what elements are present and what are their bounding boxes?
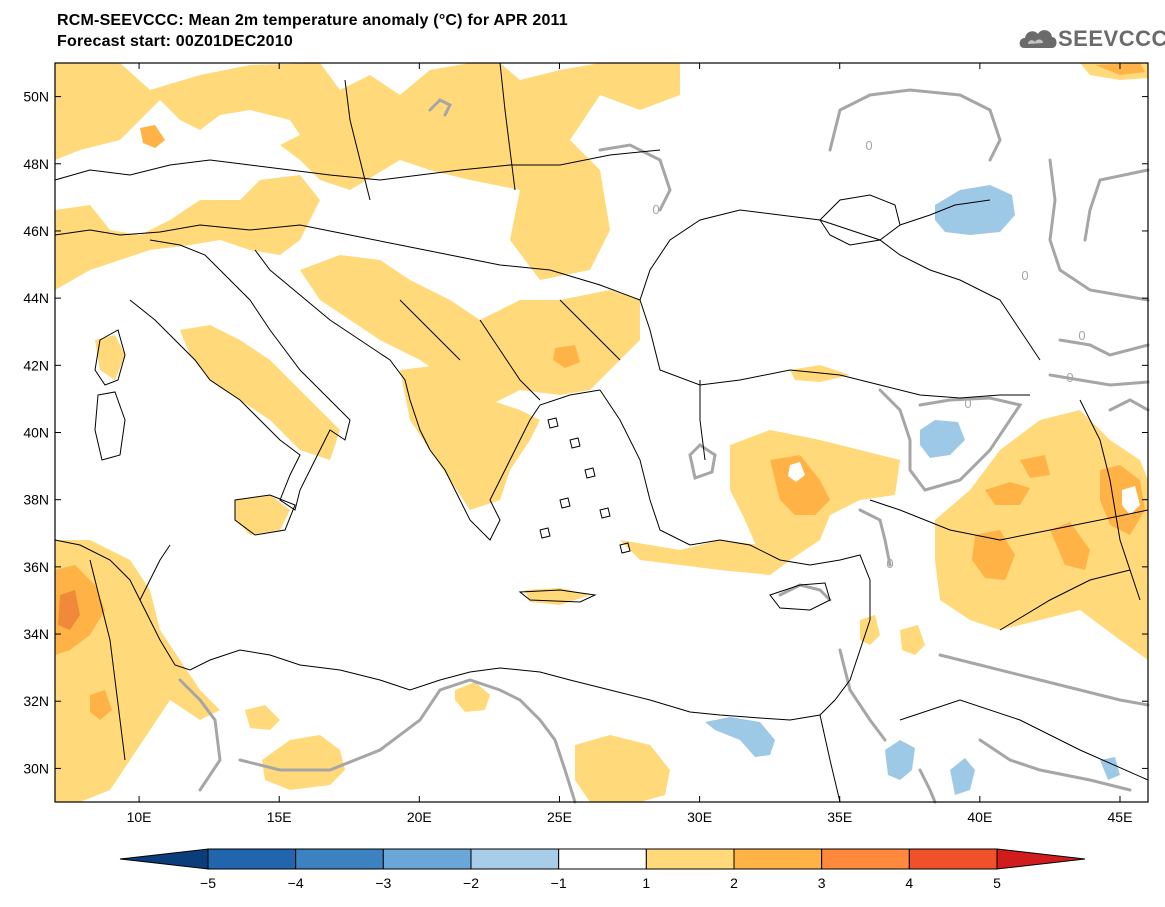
contour-label-0-b: 0 bbox=[1021, 268, 1028, 283]
colorbar-swatch bbox=[382, 848, 472, 870]
colorbar-label: −4 bbox=[287, 875, 304, 891]
colorbar-max-triangle bbox=[996, 848, 1086, 870]
contour-label-0-g: 0 bbox=[886, 556, 893, 571]
lat-tick-label: 38N bbox=[23, 492, 49, 508]
lat-tick-label: 44N bbox=[23, 290, 49, 306]
longitude-ticks: 10E 15E 20E 25E 30E 35E 40E 45E bbox=[127, 63, 1133, 825]
colorbar-swatch bbox=[207, 848, 297, 870]
lon-tick-label: 35E bbox=[827, 809, 852, 825]
lon-tick-label: 25E bbox=[547, 809, 572, 825]
lat-tick-label: 30N bbox=[23, 760, 49, 776]
colorbar-label: −5 bbox=[200, 875, 216, 891]
latitude-ticks: 50N 48N 46N 44N 42N 40N 38N 36N 34N 32N 30N bbox=[23, 89, 1148, 776]
colorbar-swatch bbox=[295, 848, 384, 870]
map-title: RCM-SEEVCCC: Mean 2m temperature anomaly… bbox=[57, 12, 568, 29]
lat-tick-label: 48N bbox=[23, 156, 49, 172]
lat-tick-label: 36N bbox=[23, 559, 49, 575]
lon-tick-label: 10E bbox=[127, 809, 152, 825]
colorbar-label: 5 bbox=[993, 875, 1001, 891]
contour-label-0-f: 0 bbox=[652, 202, 659, 217]
colorbar-label: 3 bbox=[817, 875, 826, 891]
colorbar-swatch bbox=[645, 848, 735, 870]
lat-tick-label: 50N bbox=[23, 89, 49, 105]
lat-tick-label: 42N bbox=[23, 357, 49, 373]
forecast-start-subtitle: Forecast start: 00Z01DEC2010 bbox=[57, 33, 293, 50]
colorbar-min-triangle bbox=[119, 848, 209, 870]
lon-tick-label: 45E bbox=[1108, 809, 1133, 825]
colorbar-label: −3 bbox=[375, 875, 392, 891]
coastlines-and-borders bbox=[54, 62, 1149, 803]
colorbar-swatch bbox=[821, 848, 910, 870]
lon-tick-label: 20E bbox=[407, 809, 432, 825]
lat-tick-label: 34N bbox=[23, 626, 49, 642]
colorbar-label: 1 bbox=[642, 875, 651, 891]
contour-label-0-a: 0 bbox=[865, 138, 872, 153]
colorbar-swatch bbox=[733, 848, 823, 870]
zero-contours bbox=[178, 88, 1150, 804]
colorbar bbox=[119, 848, 1086, 870]
contour-label-0-c: 0 bbox=[1066, 370, 1073, 385]
lon-tick-label: 30E bbox=[687, 809, 712, 825]
anomaly-shading bbox=[55, 63, 1148, 802]
colorbar-swatch bbox=[908, 848, 998, 870]
contour-label-0-d: 0 bbox=[1078, 328, 1085, 343]
lon-tick-label: 40E bbox=[967, 809, 992, 825]
colorbar-swatch bbox=[470, 848, 560, 870]
lat-tick-label: 32N bbox=[23, 693, 49, 709]
lat-tick-label: 46N bbox=[23, 223, 49, 239]
colorbar-label: −2 bbox=[463, 875, 479, 891]
colorbar-label: 2 bbox=[730, 875, 738, 891]
colorbar-swatch bbox=[558, 848, 647, 870]
contour-label-0-e: 0 bbox=[964, 396, 971, 411]
map-background bbox=[55, 63, 1148, 802]
colorbar-label: −1 bbox=[550, 875, 567, 891]
lon-tick-label: 15E bbox=[267, 809, 292, 825]
seevccc-cloud-logo-icon bbox=[1019, 30, 1057, 48]
colorbar-label: 4 bbox=[905, 875, 914, 891]
seevccc-logo-text: SEEVCCC bbox=[1058, 26, 1165, 51]
lat-tick-label: 40N bbox=[23, 425, 49, 441]
